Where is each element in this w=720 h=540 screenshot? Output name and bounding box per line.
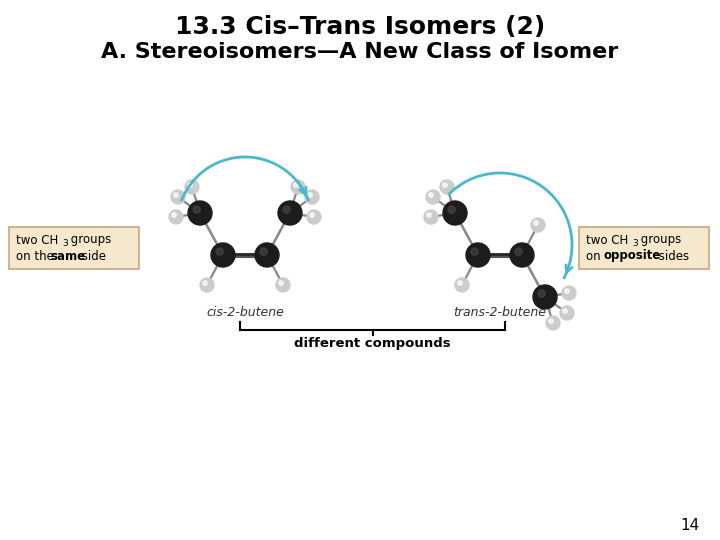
Text: cis-2-butene: cis-2-butene — [206, 306, 284, 319]
Circle shape — [172, 213, 176, 217]
Circle shape — [443, 201, 467, 225]
Circle shape — [216, 248, 223, 255]
Circle shape — [562, 286, 576, 300]
Circle shape — [171, 190, 185, 204]
Circle shape — [455, 278, 469, 292]
Circle shape — [440, 180, 454, 194]
Circle shape — [211, 243, 235, 267]
Circle shape — [294, 183, 298, 187]
Circle shape — [549, 319, 553, 323]
Text: 3: 3 — [62, 239, 68, 247]
Text: 3: 3 — [632, 239, 638, 247]
Circle shape — [310, 213, 315, 217]
Circle shape — [200, 278, 214, 292]
Text: same: same — [50, 249, 85, 262]
Circle shape — [531, 218, 545, 232]
Circle shape — [283, 206, 290, 213]
Text: on the: on the — [16, 249, 58, 262]
Circle shape — [515, 248, 522, 255]
Circle shape — [255, 243, 279, 267]
Text: two CH: two CH — [16, 233, 58, 246]
Circle shape — [448, 206, 455, 213]
Text: 14: 14 — [680, 517, 700, 532]
Circle shape — [429, 193, 433, 197]
Text: groups: groups — [67, 233, 112, 246]
Circle shape — [174, 193, 179, 197]
Circle shape — [278, 201, 302, 225]
Circle shape — [203, 281, 207, 285]
Circle shape — [260, 248, 267, 255]
Text: trans-2-butene: trans-2-butene — [454, 306, 546, 319]
Circle shape — [188, 201, 212, 225]
Circle shape — [307, 193, 312, 197]
Circle shape — [546, 316, 560, 330]
Circle shape — [560, 306, 574, 320]
Text: side: side — [78, 249, 106, 262]
FancyBboxPatch shape — [579, 227, 709, 269]
Text: two CH: two CH — [586, 233, 629, 246]
Circle shape — [276, 278, 290, 292]
Text: A. Stereoisomers—A New Class of Isomer: A. Stereoisomers—A New Class of Isomer — [102, 42, 618, 62]
Circle shape — [185, 180, 199, 194]
Circle shape — [426, 190, 440, 204]
Circle shape — [188, 183, 192, 187]
Circle shape — [291, 180, 305, 194]
Circle shape — [424, 210, 438, 224]
Circle shape — [534, 221, 539, 225]
Circle shape — [279, 281, 283, 285]
Circle shape — [510, 243, 534, 267]
Circle shape — [466, 243, 490, 267]
Circle shape — [169, 210, 183, 224]
Circle shape — [443, 183, 447, 187]
Circle shape — [307, 210, 321, 224]
Circle shape — [427, 213, 431, 217]
Circle shape — [564, 289, 570, 293]
Text: 13.3 Cis–Trans Isomers (2): 13.3 Cis–Trans Isomers (2) — [175, 15, 545, 39]
Circle shape — [533, 285, 557, 309]
Text: groups: groups — [637, 233, 681, 246]
Circle shape — [305, 190, 319, 204]
Circle shape — [538, 290, 545, 297]
Circle shape — [193, 206, 200, 213]
Circle shape — [471, 248, 478, 255]
FancyBboxPatch shape — [9, 227, 139, 269]
Circle shape — [458, 281, 462, 285]
Text: sides: sides — [655, 249, 689, 262]
Text: on: on — [586, 249, 604, 262]
Text: opposite: opposite — [603, 249, 660, 262]
Text: different compounds: different compounds — [294, 336, 451, 349]
Circle shape — [563, 309, 567, 313]
